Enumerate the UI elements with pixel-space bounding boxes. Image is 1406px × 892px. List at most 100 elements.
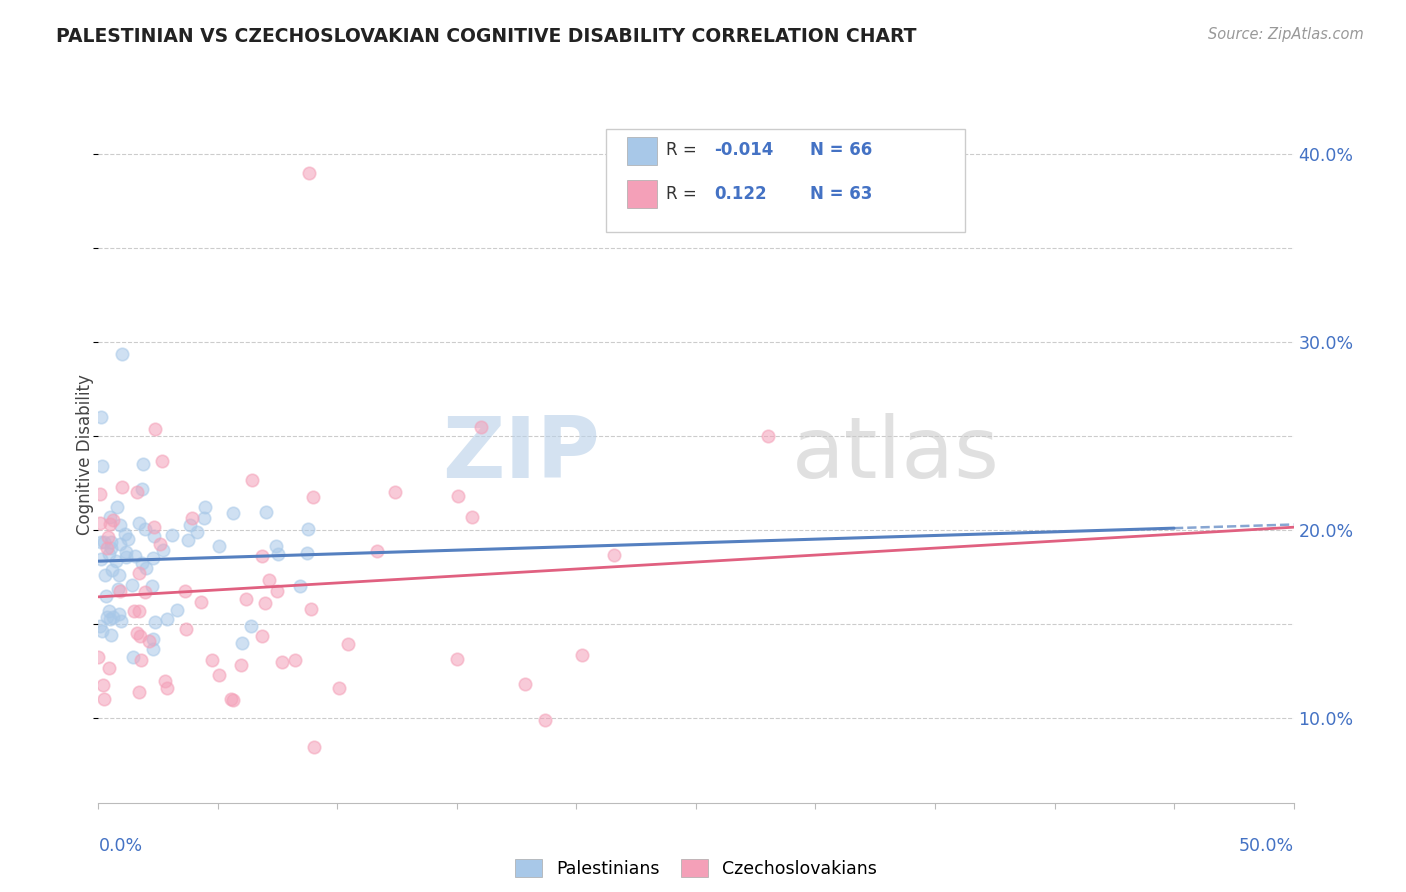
Point <box>132 458 155 472</box>
Point <box>250 549 273 564</box>
Point <box>93 568 115 582</box>
Point <box>266 583 288 598</box>
Point <box>142 642 165 657</box>
Legend: Palestinians, Czechoslovakians: Palestinians, Czechoslovakians <box>508 852 884 885</box>
Point <box>101 610 124 624</box>
Text: -0.014: -0.014 <box>714 141 773 159</box>
Point <box>90 534 112 549</box>
Point <box>250 629 273 643</box>
Point <box>108 584 131 599</box>
Point <box>328 681 350 696</box>
Point <box>298 166 321 180</box>
Point <box>122 604 145 618</box>
Point <box>128 516 150 530</box>
Point <box>190 595 212 609</box>
Point <box>302 739 325 754</box>
Point <box>105 554 128 568</box>
Point <box>97 661 120 675</box>
Point <box>97 604 120 618</box>
Point <box>447 489 470 503</box>
Point <box>150 454 173 468</box>
Point <box>174 583 197 598</box>
Point <box>100 509 122 524</box>
Point <box>103 513 125 527</box>
Point <box>143 615 166 629</box>
Point <box>131 556 153 570</box>
Point <box>253 596 276 610</box>
Point <box>117 532 139 546</box>
Point <box>91 678 114 692</box>
Point <box>135 561 157 575</box>
Y-axis label: Cognitive Disability: Cognitive Disability <box>76 375 94 535</box>
Point <box>366 544 388 558</box>
Point <box>156 681 179 695</box>
Point <box>222 506 245 520</box>
Text: 0.122: 0.122 <box>714 185 766 203</box>
Point <box>115 549 138 564</box>
Point <box>222 693 245 707</box>
Text: 0.0%: 0.0% <box>98 837 142 855</box>
Point <box>174 622 197 636</box>
Point <box>108 607 131 621</box>
Point <box>239 619 262 633</box>
Point <box>201 652 224 666</box>
Text: 50.0%: 50.0% <box>1239 837 1294 855</box>
Point <box>142 632 165 646</box>
Point <box>176 533 198 548</box>
Point <box>152 542 174 557</box>
Point <box>138 633 160 648</box>
Point <box>446 652 468 666</box>
Point <box>134 522 156 536</box>
Point <box>97 547 120 561</box>
Point <box>156 612 179 626</box>
Point <box>264 539 287 553</box>
Point <box>301 490 323 504</box>
Point <box>603 548 626 562</box>
Point <box>108 537 131 551</box>
Point <box>96 610 118 624</box>
Point <box>100 541 122 555</box>
Point <box>127 626 149 640</box>
Point <box>235 592 257 607</box>
Point <box>756 429 779 443</box>
Point <box>91 624 114 639</box>
Point <box>299 602 322 616</box>
Point <box>128 566 150 580</box>
Point <box>297 522 319 536</box>
Point <box>166 603 188 617</box>
Point <box>89 551 111 566</box>
Point <box>89 487 111 501</box>
Point <box>143 529 166 543</box>
Point <box>97 530 120 544</box>
FancyBboxPatch shape <box>627 180 657 208</box>
Point <box>128 604 150 618</box>
Text: PALESTINIAN VS CZECHOSLOVAKIAN COGNITIVE DISABILITY CORRELATION CHART: PALESTINIAN VS CZECHOSLOVAKIAN COGNITIVE… <box>56 27 917 45</box>
Point <box>110 614 132 628</box>
Point <box>114 545 136 559</box>
Point <box>160 527 183 541</box>
Text: N = 66: N = 66 <box>810 141 872 159</box>
Point <box>295 546 318 560</box>
Point <box>129 653 152 667</box>
Point <box>100 535 122 549</box>
Point <box>89 516 111 530</box>
Point <box>105 500 128 514</box>
Point <box>142 519 165 533</box>
Point <box>91 458 114 473</box>
Point <box>142 551 165 566</box>
Point <box>87 649 110 664</box>
Point <box>470 419 492 434</box>
Point <box>194 500 217 514</box>
Point <box>254 505 277 519</box>
Point <box>141 579 163 593</box>
Text: atlas: atlas <box>792 413 1000 497</box>
Point <box>108 568 131 582</box>
Point <box>571 648 593 663</box>
Point <box>128 684 150 698</box>
Point <box>100 563 122 577</box>
Point <box>208 667 231 681</box>
Point <box>111 480 134 494</box>
Point <box>515 677 537 691</box>
Point <box>124 549 146 563</box>
Point <box>93 691 115 706</box>
